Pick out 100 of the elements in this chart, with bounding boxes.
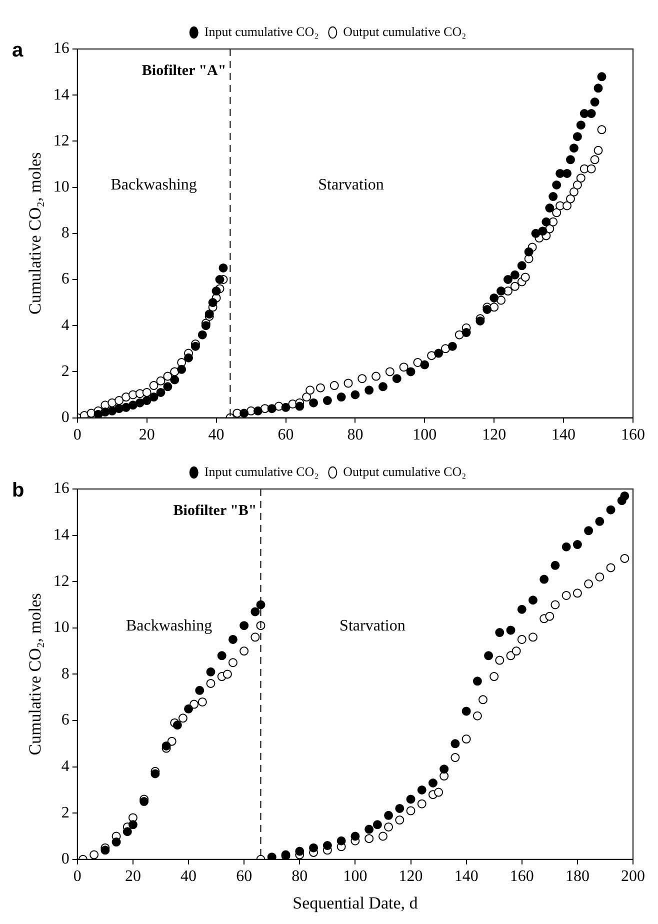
point xyxy=(240,621,249,630)
x-tick-label: 20 xyxy=(138,426,155,444)
text: a xyxy=(12,40,24,62)
point xyxy=(162,741,171,750)
point xyxy=(620,491,630,500)
point xyxy=(364,834,374,844)
point xyxy=(140,797,149,806)
y-tick-label: 12 xyxy=(53,132,70,150)
x-tick-label: 80 xyxy=(292,868,308,886)
y-tick-label: 8 xyxy=(61,665,70,682)
point xyxy=(517,604,526,614)
point xyxy=(350,832,360,841)
point xyxy=(450,739,460,748)
y-tick-label: 6 xyxy=(61,270,70,288)
point xyxy=(562,542,571,552)
annotation: Starvation xyxy=(340,617,406,634)
point xyxy=(228,658,238,668)
point xyxy=(384,822,394,832)
x-tick-label: 40 xyxy=(208,426,224,444)
x-tick-label: 0 xyxy=(73,426,82,444)
point xyxy=(406,794,416,804)
point xyxy=(222,670,232,679)
point xyxy=(428,778,438,788)
point xyxy=(584,579,594,588)
point xyxy=(417,785,426,794)
point xyxy=(184,704,194,714)
point xyxy=(90,850,99,860)
x-tick-label: 160 xyxy=(621,426,645,444)
y-tick-label: 2 xyxy=(61,362,70,380)
point xyxy=(395,804,404,813)
point xyxy=(250,607,260,616)
legend-label: Output cumulative CO₂ xyxy=(343,24,466,39)
point xyxy=(562,590,571,600)
point xyxy=(484,651,494,660)
x-tick-label: 180 xyxy=(565,868,590,886)
point xyxy=(240,646,249,656)
x-tick-label: 120 xyxy=(398,868,423,886)
point xyxy=(572,588,582,598)
point xyxy=(112,838,121,847)
point xyxy=(495,656,504,665)
x-tick-label: 100 xyxy=(412,426,437,444)
y-tick-label: 12 xyxy=(53,572,70,590)
point xyxy=(528,596,538,605)
point xyxy=(545,612,554,621)
legend-label: Input cumulative CO₂ xyxy=(204,464,319,479)
x-tick-label: 80 xyxy=(347,426,364,444)
y-tick-label: 2 xyxy=(61,804,70,822)
y-tick-label: 4 xyxy=(61,316,70,334)
point xyxy=(472,676,482,686)
point xyxy=(172,720,182,730)
x-tick-label: 20 xyxy=(124,868,141,886)
y-axis-title: Cumulative CO₂, moles xyxy=(26,593,45,756)
x-tick-label: 40 xyxy=(180,868,197,886)
point xyxy=(384,810,394,820)
point xyxy=(595,516,604,526)
point xyxy=(128,820,138,830)
point xyxy=(295,846,304,856)
y-tick-label: 14 xyxy=(53,526,70,544)
point xyxy=(572,540,582,550)
annotation: Starvation xyxy=(318,176,384,194)
point xyxy=(620,554,630,563)
point xyxy=(150,769,160,778)
y-tick-label: 16 xyxy=(53,40,70,58)
y-tick-label: 16 xyxy=(53,480,70,498)
point xyxy=(178,714,188,723)
x-tick-label: 140 xyxy=(454,868,478,886)
point xyxy=(440,764,449,774)
point xyxy=(309,843,318,852)
point xyxy=(122,827,132,836)
point xyxy=(100,846,110,855)
point xyxy=(206,678,216,688)
point xyxy=(250,632,260,642)
point xyxy=(364,824,374,834)
x-tick-label: 0 xyxy=(73,868,82,886)
point xyxy=(378,832,388,841)
annotation: Backwashing xyxy=(110,176,197,194)
point xyxy=(198,697,207,706)
point xyxy=(462,734,471,744)
point xyxy=(512,646,521,656)
legend-label: Output cumulative CO₂ xyxy=(343,464,466,479)
point xyxy=(490,672,499,682)
point xyxy=(495,628,504,638)
annotation: Biofilter "B" xyxy=(173,502,257,519)
point xyxy=(462,706,471,716)
y-tick-label: 8 xyxy=(61,224,70,242)
point xyxy=(322,841,332,850)
point xyxy=(540,574,549,584)
x-tick-label: 120 xyxy=(482,426,506,444)
point xyxy=(228,634,238,644)
x-tick-label: 200 xyxy=(621,868,645,886)
point xyxy=(406,806,416,816)
point xyxy=(472,711,482,720)
y-axis-title: Cumulative CO₂, moles xyxy=(26,152,45,315)
text: b xyxy=(12,480,24,502)
point xyxy=(395,816,404,825)
point xyxy=(606,563,616,572)
point xyxy=(256,600,266,610)
point xyxy=(434,788,444,797)
x-tick-label: 140 xyxy=(552,426,576,444)
y-tick-label: 10 xyxy=(53,619,70,636)
